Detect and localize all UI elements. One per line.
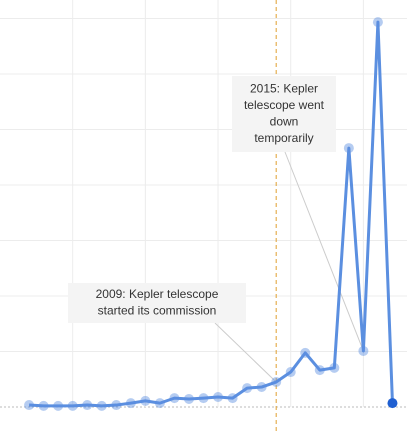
data-point xyxy=(213,392,224,403)
annotation-box xyxy=(232,76,336,152)
data-point xyxy=(183,393,194,404)
data-point xyxy=(314,365,325,376)
data-point xyxy=(24,400,35,411)
data-point xyxy=(96,400,107,411)
data-point xyxy=(53,400,64,411)
annotation-leader xyxy=(214,322,277,383)
annotation-text: telescope went xyxy=(244,98,325,112)
data-point xyxy=(82,400,93,411)
data-point xyxy=(285,367,296,378)
data-point xyxy=(372,17,383,28)
data-point xyxy=(67,400,78,411)
annotation-text: 2009: Kepler telescope xyxy=(96,287,219,301)
data-point xyxy=(38,400,49,411)
annotation-text: started its commission xyxy=(98,303,217,317)
annotation-leader xyxy=(284,151,364,352)
data-point xyxy=(300,347,311,358)
data-point xyxy=(227,393,238,404)
annotation-text: down xyxy=(270,114,299,128)
data-point xyxy=(271,377,282,388)
data-point xyxy=(111,400,122,411)
data-point xyxy=(343,143,354,154)
data-line xyxy=(28,20,394,408)
annotation-text: temporarily xyxy=(254,131,313,145)
data-point xyxy=(169,393,180,404)
data-point xyxy=(329,362,340,373)
data-point xyxy=(242,383,253,394)
annotation-box xyxy=(68,283,246,323)
annotation-text: 2015: Kepler xyxy=(250,81,318,95)
data-point xyxy=(198,393,209,404)
data-point xyxy=(387,398,398,409)
data-point xyxy=(125,398,136,409)
data-point xyxy=(256,382,267,393)
data-point xyxy=(140,395,151,406)
data-point xyxy=(358,345,369,356)
data-point xyxy=(154,398,165,409)
